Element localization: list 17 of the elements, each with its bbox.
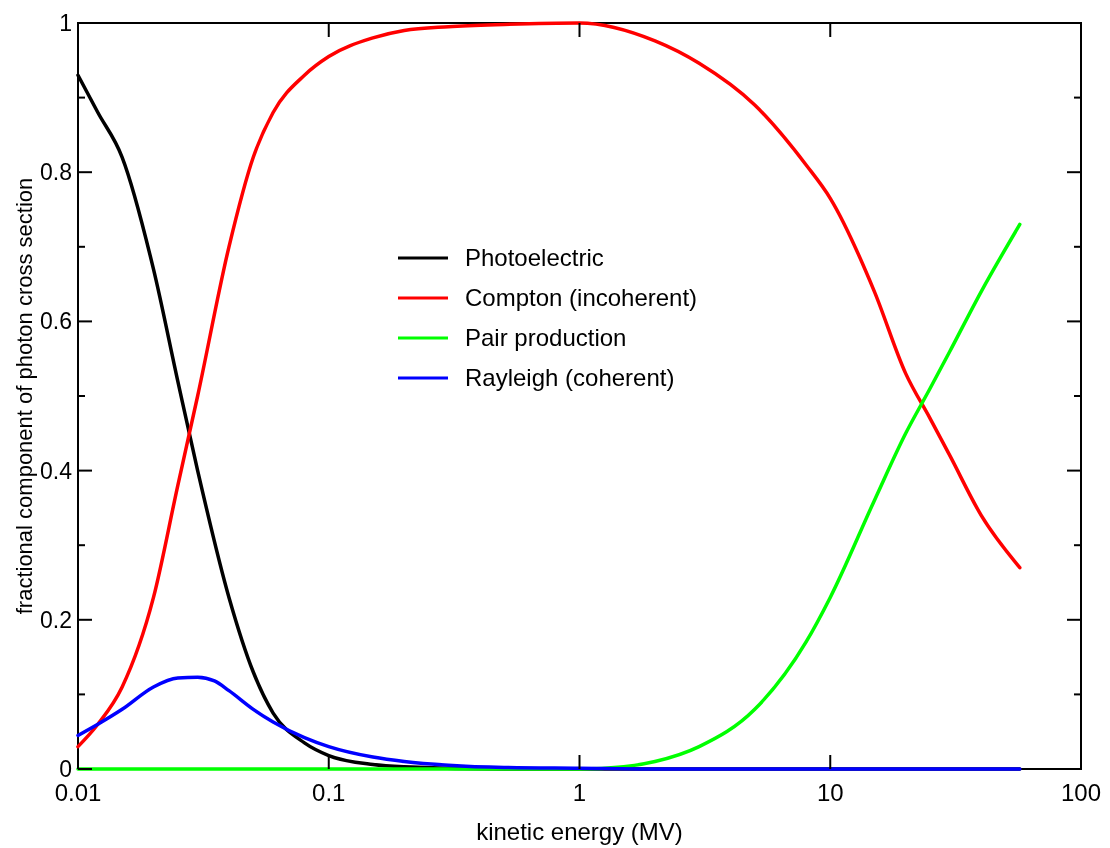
y-tick-label: 0.6: [40, 308, 72, 335]
x-axis-title: kinetic energy (MV): [476, 818, 683, 845]
y-tick-label: 0.2: [40, 606, 72, 633]
y-tick-label: 1: [59, 10, 72, 36]
legend-label: Pair production: [465, 324, 627, 351]
y-tick-label: 0.4: [40, 457, 73, 484]
legend-label: Rayleigh (coherent): [465, 364, 675, 391]
x-tick-label: 0.01: [54, 779, 102, 806]
legend-label: Compton (incoherent): [465, 284, 698, 311]
x-tick-label: 1: [572, 779, 587, 806]
x-tick-label: 100: [1060, 779, 1102, 806]
x-tick-label: 0.1: [312, 779, 346, 806]
y-tick-label: 0: [59, 756, 72, 782]
x-tick-label: 10: [816, 779, 844, 806]
legend-label: Photoelectric: [465, 244, 604, 271]
y-tick-label: 0.8: [40, 159, 72, 186]
y-axis-title: fractional component of photon cross section: [11, 177, 37, 615]
